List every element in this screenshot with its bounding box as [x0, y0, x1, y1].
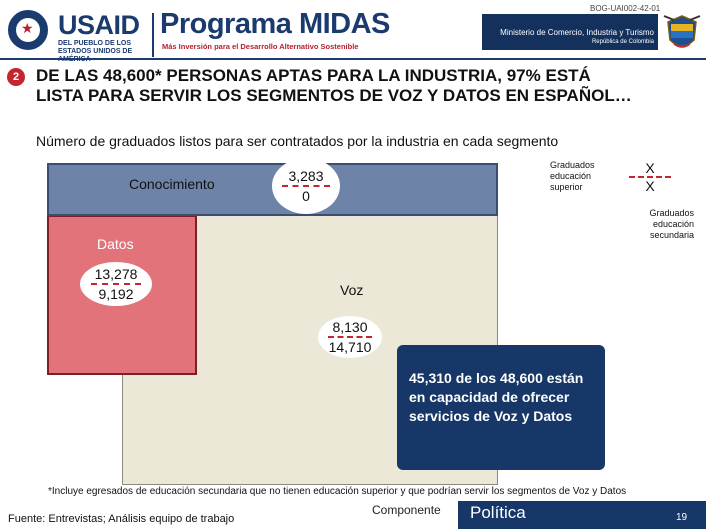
datos-secundaria-value: 9,192 — [98, 286, 134, 302]
summary-callout: 45,310 de los 48,600 están en capacidad … — [397, 345, 605, 470]
datos-superior-value: 13,278 — [94, 266, 138, 282]
page-number: 19 — [676, 512, 688, 523]
politica-label: Política — [470, 503, 526, 522]
header-rule — [0, 58, 706, 60]
voz-secundaria-value: 14,710 — [328, 339, 372, 355]
value-divider — [327, 336, 373, 338]
usaid-seal-icon: ★ — [8, 10, 48, 50]
datos-value-ellipse: 13,278 9,192 — [80, 262, 152, 306]
legend-ellipse: X X — [620, 160, 680, 194]
politica-banner — [458, 501, 706, 529]
header-divider — [152, 13, 154, 57]
voz-label: Voz — [340, 282, 364, 298]
document-code: BOG-UAI002-42-01 — [590, 4, 661, 13]
slide-title: DE LAS 48,600* PERSONAS APTAS PARA LA IN… — [36, 66, 632, 105]
legend-top-placeholder: X — [645, 160, 655, 176]
usaid-logo-text: USAID — [58, 10, 140, 40]
value-divider — [282, 185, 330, 187]
step-number-badge: 2 — [7, 68, 25, 86]
usaid-tagline: DEL PUEBLO DE LOS ESTADOS UNIDOS DE AMÉR… — [58, 40, 133, 63]
source-note: Fuente: Entrevistas; Análisis equipo de … — [8, 513, 235, 525]
footnote: *Incluye egresados de educación secundar… — [48, 486, 627, 497]
conocimiento-value-ellipse: 3,283 0 — [272, 158, 340, 214]
legend-superior-label: Graduados educación superior — [550, 160, 595, 192]
colombia-coat-of-arms-icon — [663, 15, 701, 48]
legend-secundaria-label: Graduados educación secundaria — [649, 208, 694, 240]
voz-value-ellipse: 8,130 14,710 — [318, 316, 382, 358]
ministerio-label: Ministerio de Comercio, Industria y Turi… — [500, 28, 654, 37]
slide-subtitle: Número de graduados listos para ser cont… — [36, 133, 559, 149]
ministerio-banner — [482, 14, 658, 50]
value-divider — [629, 176, 671, 178]
programa-midas-subtitle: Más Inversión para el Desarrollo Alterna… — [162, 42, 359, 51]
voz-superior-value: 8,130 — [332, 319, 368, 335]
conocimiento-secundaria-value: 0 — [302, 188, 310, 204]
conocimiento-superior-value: 3,283 — [288, 168, 324, 184]
value-divider — [90, 283, 142, 285]
programa-midas-title: Programa MIDAS — [160, 8, 390, 40]
republica-label: República de Colombia — [591, 39, 654, 45]
legend-bottom-placeholder: X — [645, 178, 655, 194]
datos-label: Datos — [97, 236, 134, 252]
componente-label: Componente — [372, 503, 441, 517]
conocimiento-label: Conocimiento — [129, 176, 215, 192]
